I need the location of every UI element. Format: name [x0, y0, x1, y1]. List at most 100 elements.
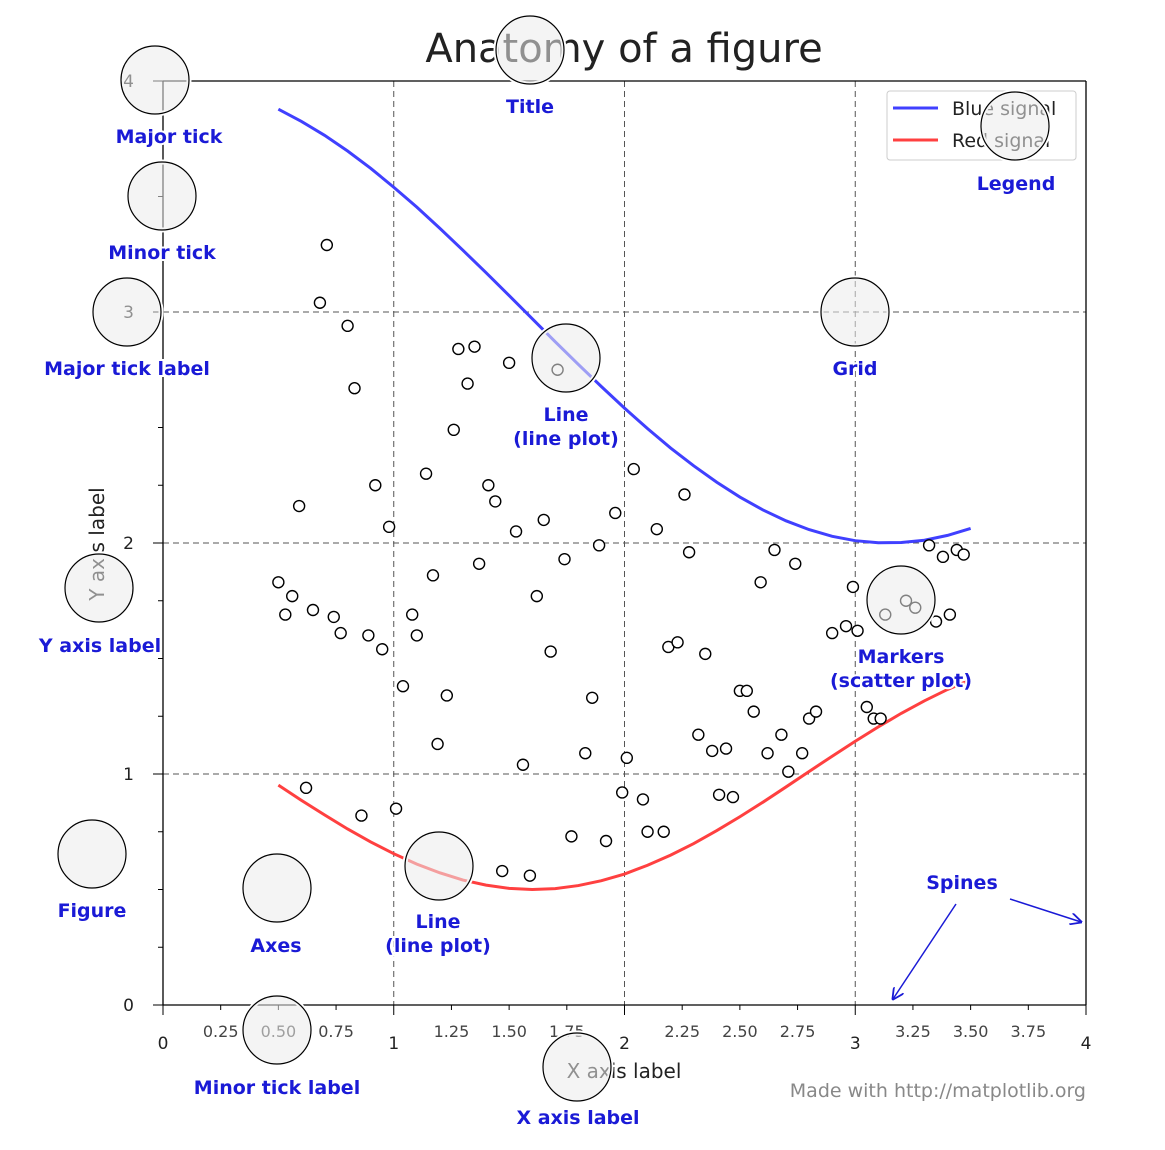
scatter-marker: [825, 626, 839, 640]
x-tick-label: 1: [388, 1034, 399, 1054]
scatter-marker: [355, 809, 368, 822]
annotation-circle: [820, 277, 890, 347]
annotation-line: (scatter plot): [830, 670, 972, 692]
x-minor-tick-label: 1.25: [434, 1022, 470, 1041]
scatter-marker: [334, 626, 347, 640]
scatter-marker: [943, 608, 957, 621]
scatter-marker: [348, 382, 361, 395]
scatter-marker: [740, 684, 753, 698]
annotation-line: Major tick: [116, 126, 223, 148]
scatter-marker: [447, 423, 460, 437]
scatter-marker: [292, 499, 306, 513]
scatter-marker: [627, 462, 640, 476]
x-minor-tick-label: 2.50: [722, 1022, 758, 1041]
scatter-marker: [636, 793, 650, 806]
x-minor-tick-label: 0.25: [203, 1022, 239, 1041]
annotation-label: Major tick label: [44, 358, 210, 380]
scatter-marker: [376, 643, 389, 656]
scatter-marker: [440, 689, 454, 702]
scatter-marker: [406, 608, 419, 621]
annotation-circle: [127, 161, 197, 231]
annotation-line: Grid: [832, 358, 877, 380]
scatter-marker: [957, 548, 970, 561]
annotation-label: Line (line plot): [385, 911, 491, 957]
annotation-label: Line (line plot): [513, 404, 619, 450]
annotation-label: Title: [506, 96, 554, 118]
scatter-marker: [341, 319, 354, 333]
annotation-label: Figure: [58, 900, 127, 922]
x-minor-tick-label: 3.50: [953, 1022, 989, 1041]
annotation-line: Line: [415, 911, 460, 933]
scatter-marker: [615, 786, 629, 799]
scatter-marker: [489, 495, 502, 508]
annotation-circle: [92, 277, 162, 347]
scatter-marker: [599, 834, 613, 848]
annotation-circle: [866, 565, 936, 635]
annotation-circle: [495, 15, 565, 85]
scatter-marker: [860, 700, 873, 714]
annotation-line: Figure: [58, 900, 127, 922]
scatter-marker: [320, 238, 334, 252]
scatter-marker: [682, 546, 696, 559]
scatter-marker: [775, 728, 788, 741]
scatter-marker: [929, 615, 943, 628]
chart-title: Anatomy of a figure: [425, 26, 822, 72]
scatter-marker: [482, 479, 495, 492]
annotation-label: Legend: [977, 173, 1056, 195]
annotation-circle: [980, 91, 1050, 161]
annotation-line: Axes: [250, 935, 301, 957]
scatter-marker: [705, 744, 719, 758]
scatter-marker: [516, 758, 530, 771]
scatter-marker: [839, 619, 853, 633]
scatter-marker: [650, 522, 664, 536]
scatter-marker: [452, 342, 465, 356]
scatter-marker: [537, 513, 550, 527]
spine-arrow: [1009, 898, 1081, 922]
scatter-marker: [795, 747, 809, 760]
scatter-marker: [286, 589, 299, 603]
scatter-marker: [657, 825, 670, 838]
annotation-line: X axis label: [516, 1107, 639, 1129]
scatter-marker: [431, 737, 444, 751]
scatter-marker: [726, 790, 740, 804]
y-tick-label: 0: [123, 996, 134, 1016]
scatter-marker: [922, 539, 936, 552]
scatter-marker: [472, 557, 486, 570]
scatter-marker: [327, 610, 340, 624]
annotation-circle: [242, 853, 312, 923]
scatter-marker: [641, 825, 654, 838]
annotation-line: Title: [506, 96, 554, 118]
annotation-circle: [542, 1032, 612, 1102]
y-tick-label: 1: [123, 765, 134, 785]
scatter-marker: [272, 576, 285, 589]
scatter-marker: [530, 589, 544, 603]
annotation-line: (line plot): [513, 428, 619, 450]
scatter-marker: [565, 830, 578, 843]
annotation-line: Major tick label: [44, 358, 210, 380]
annotation-label: Axes: [250, 935, 301, 957]
scatter-marker: [389, 802, 403, 815]
scatter-marker: [279, 608, 292, 621]
scatter-marker: [410, 629, 424, 642]
scatter-marker: [523, 869, 537, 882]
scatter-marker: [299, 781, 313, 795]
scatter-marker: [768, 543, 781, 557]
annotation-line: Legend: [977, 173, 1056, 195]
scatter-marker: [761, 747, 774, 760]
x-minor-tick-label: 2.75: [780, 1022, 816, 1041]
annotation-line: Markers: [858, 646, 945, 668]
scatter-marker: [620, 751, 634, 765]
scatter-marker: [362, 629, 375, 642]
x-tick-label: 0: [158, 1034, 169, 1054]
scatter-marker: [509, 525, 523, 538]
x-tick-label: 3: [850, 1034, 861, 1054]
scatter-marker: [678, 488, 691, 501]
scatter-marker: [782, 765, 795, 778]
scatter-marker: [468, 340, 481, 353]
annotation-circle: [531, 323, 601, 393]
scatter-marker: [671, 636, 684, 649]
scatter-marker: [579, 747, 592, 760]
x-minor-tick-label: 3.25: [895, 1022, 931, 1041]
scatter-marker: [502, 356, 516, 370]
